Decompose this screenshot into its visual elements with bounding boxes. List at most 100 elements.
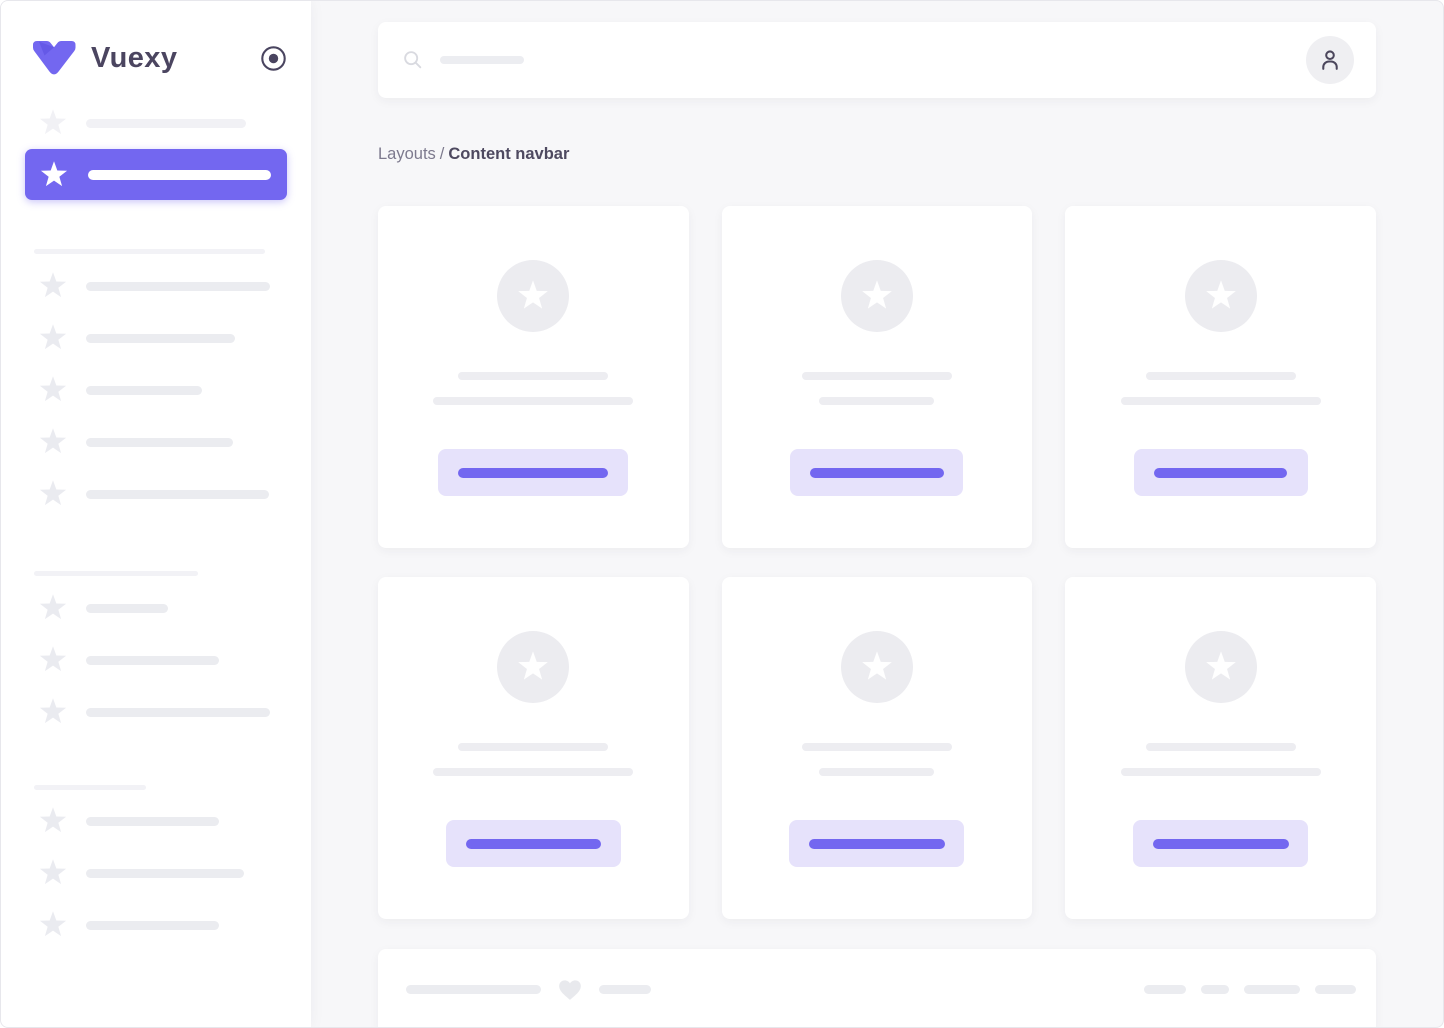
button-label-placeholder — [1152, 838, 1289, 849]
star-badge — [840, 260, 913, 332]
primary-button-placeholder[interactable] — [438, 449, 629, 496]
primary-button-placeholder[interactable] — [789, 820, 965, 867]
demo-card — [1065, 206, 1376, 548]
user-avatar[interactable] — [1306, 36, 1354, 84]
button-label-placeholder — [809, 467, 944, 478]
section-header-placeholder — [34, 249, 265, 254]
heart-icon — [559, 980, 581, 1000]
breadcrumb: Layouts / Content navbar — [378, 144, 1376, 164]
sidebar-section — [1, 795, 311, 951]
item-label-placeholder — [86, 707, 270, 717]
star-badge — [1184, 631, 1257, 703]
text-line-placeholder — [801, 743, 952, 751]
star-icon — [39, 272, 67, 298]
sidebar-item-placeholder[interactable] — [1, 312, 311, 364]
item-label-placeholder — [86, 281, 270, 291]
star-icon — [39, 807, 67, 833]
text-line-placeholder — [1145, 372, 1296, 380]
sidebar-item-placeholder[interactable] — [1, 582, 311, 634]
section-header-placeholder — [34, 785, 146, 790]
item-label-placeholder — [86, 385, 202, 395]
text-line-placeholder — [458, 372, 609, 380]
primary-button-placeholder[interactable] — [1133, 449, 1308, 496]
footer-links — [1144, 984, 1356, 994]
item-label-placeholder — [86, 868, 244, 878]
page-footer — [378, 949, 1376, 1027]
breadcrumb-current: Content navbar — [448, 145, 570, 163]
demo-card — [378, 577, 689, 919]
sidebar-item-placeholder[interactable] — [1, 686, 311, 738]
logo-row: Vuexy — [31, 35, 287, 81]
star-icon — [39, 376, 67, 402]
sidebar-item-placeholder[interactable] — [1, 107, 311, 139]
sidebar-item-placeholder[interactable] — [1, 847, 311, 899]
star-icon — [39, 428, 67, 454]
text-line-placeholder — [819, 768, 935, 776]
search-icon[interactable] — [402, 49, 424, 71]
cards-grid — [378, 206, 1376, 919]
button-label-placeholder — [1154, 467, 1288, 478]
primary-button-placeholder[interactable] — [445, 820, 621, 867]
search-input-placeholder-bar[interactable] — [440, 56, 524, 64]
item-label-placeholder — [88, 169, 271, 180]
sidebar-item-active[interactable] — [25, 149, 287, 200]
sidebar-item-placeholder[interactable] — [1, 416, 311, 468]
text-line-placeholder — [801, 372, 952, 380]
sidebar-item-placeholder[interactable] — [1, 634, 311, 686]
star-icon — [862, 280, 892, 309]
demo-card — [378, 206, 689, 548]
sidebar-item-placeholder[interactable] — [1, 899, 311, 951]
star-icon — [1205, 280, 1236, 309]
primary-button-placeholder[interactable] — [1133, 820, 1309, 867]
star-icon — [862, 651, 892, 680]
sidebar: Vuexy — [1, 1, 311, 1027]
text-line-placeholder — [819, 397, 935, 405]
footer-link-placeholder[interactable] — [1144, 984, 1186, 994]
primary-button-placeholder[interactable] — [790, 449, 964, 496]
item-label-placeholder — [86, 118, 246, 128]
demo-card — [721, 577, 1033, 919]
star-icon — [39, 859, 67, 885]
sidebar-section — [1, 582, 311, 738]
footer-link-placeholder[interactable] — [1315, 984, 1356, 994]
vuexy-logo-icon — [33, 41, 76, 75]
sidebar-item-placeholder[interactable] — [1, 364, 311, 416]
item-label-placeholder — [86, 920, 219, 930]
star-badge — [840, 631, 913, 703]
text-line-placeholder — [1145, 743, 1296, 751]
sidebar-section — [1, 260, 311, 520]
footer-text-placeholder — [599, 984, 651, 994]
item-label-placeholder — [86, 603, 168, 613]
star-icon — [1205, 651, 1236, 680]
star-icon — [518, 651, 549, 680]
star-icon — [39, 911, 67, 937]
star-icon — [39, 109, 67, 135]
button-label-placeholder — [458, 467, 609, 478]
item-label-placeholder — [86, 655, 219, 665]
text-line-placeholder — [1120, 768, 1321, 776]
breadcrumb-link-layouts[interactable]: Layouts — [378, 145, 436, 163]
footer-link-placeholder[interactable] — [1201, 984, 1229, 994]
footer-text-placeholder — [406, 984, 541, 994]
star-badge — [497, 260, 570, 332]
item-label-placeholder — [86, 437, 233, 447]
footer-link-placeholder[interactable] — [1244, 984, 1300, 994]
sidebar-item-placeholder[interactable] — [1, 468, 311, 520]
sidebar-item-placeholder[interactable] — [1, 795, 311, 847]
button-label-placeholder — [808, 838, 945, 849]
brand-name: Vuexy — [91, 41, 178, 74]
star-badge — [497, 631, 570, 703]
sidebar-item-placeholder[interactable] — [1, 260, 311, 312]
menu-pin-toggle-icon[interactable] — [260, 45, 287, 72]
text-line-placeholder — [433, 768, 634, 776]
star-icon — [518, 280, 549, 309]
star-icon — [39, 698, 67, 724]
item-label-placeholder — [86, 816, 219, 826]
star-badge — [1184, 260, 1257, 332]
text-line-placeholder — [458, 743, 609, 751]
button-label-placeholder — [465, 838, 601, 849]
item-label-placeholder — [86, 489, 269, 499]
star-icon — [40, 160, 68, 186]
demo-card — [721, 206, 1033, 548]
